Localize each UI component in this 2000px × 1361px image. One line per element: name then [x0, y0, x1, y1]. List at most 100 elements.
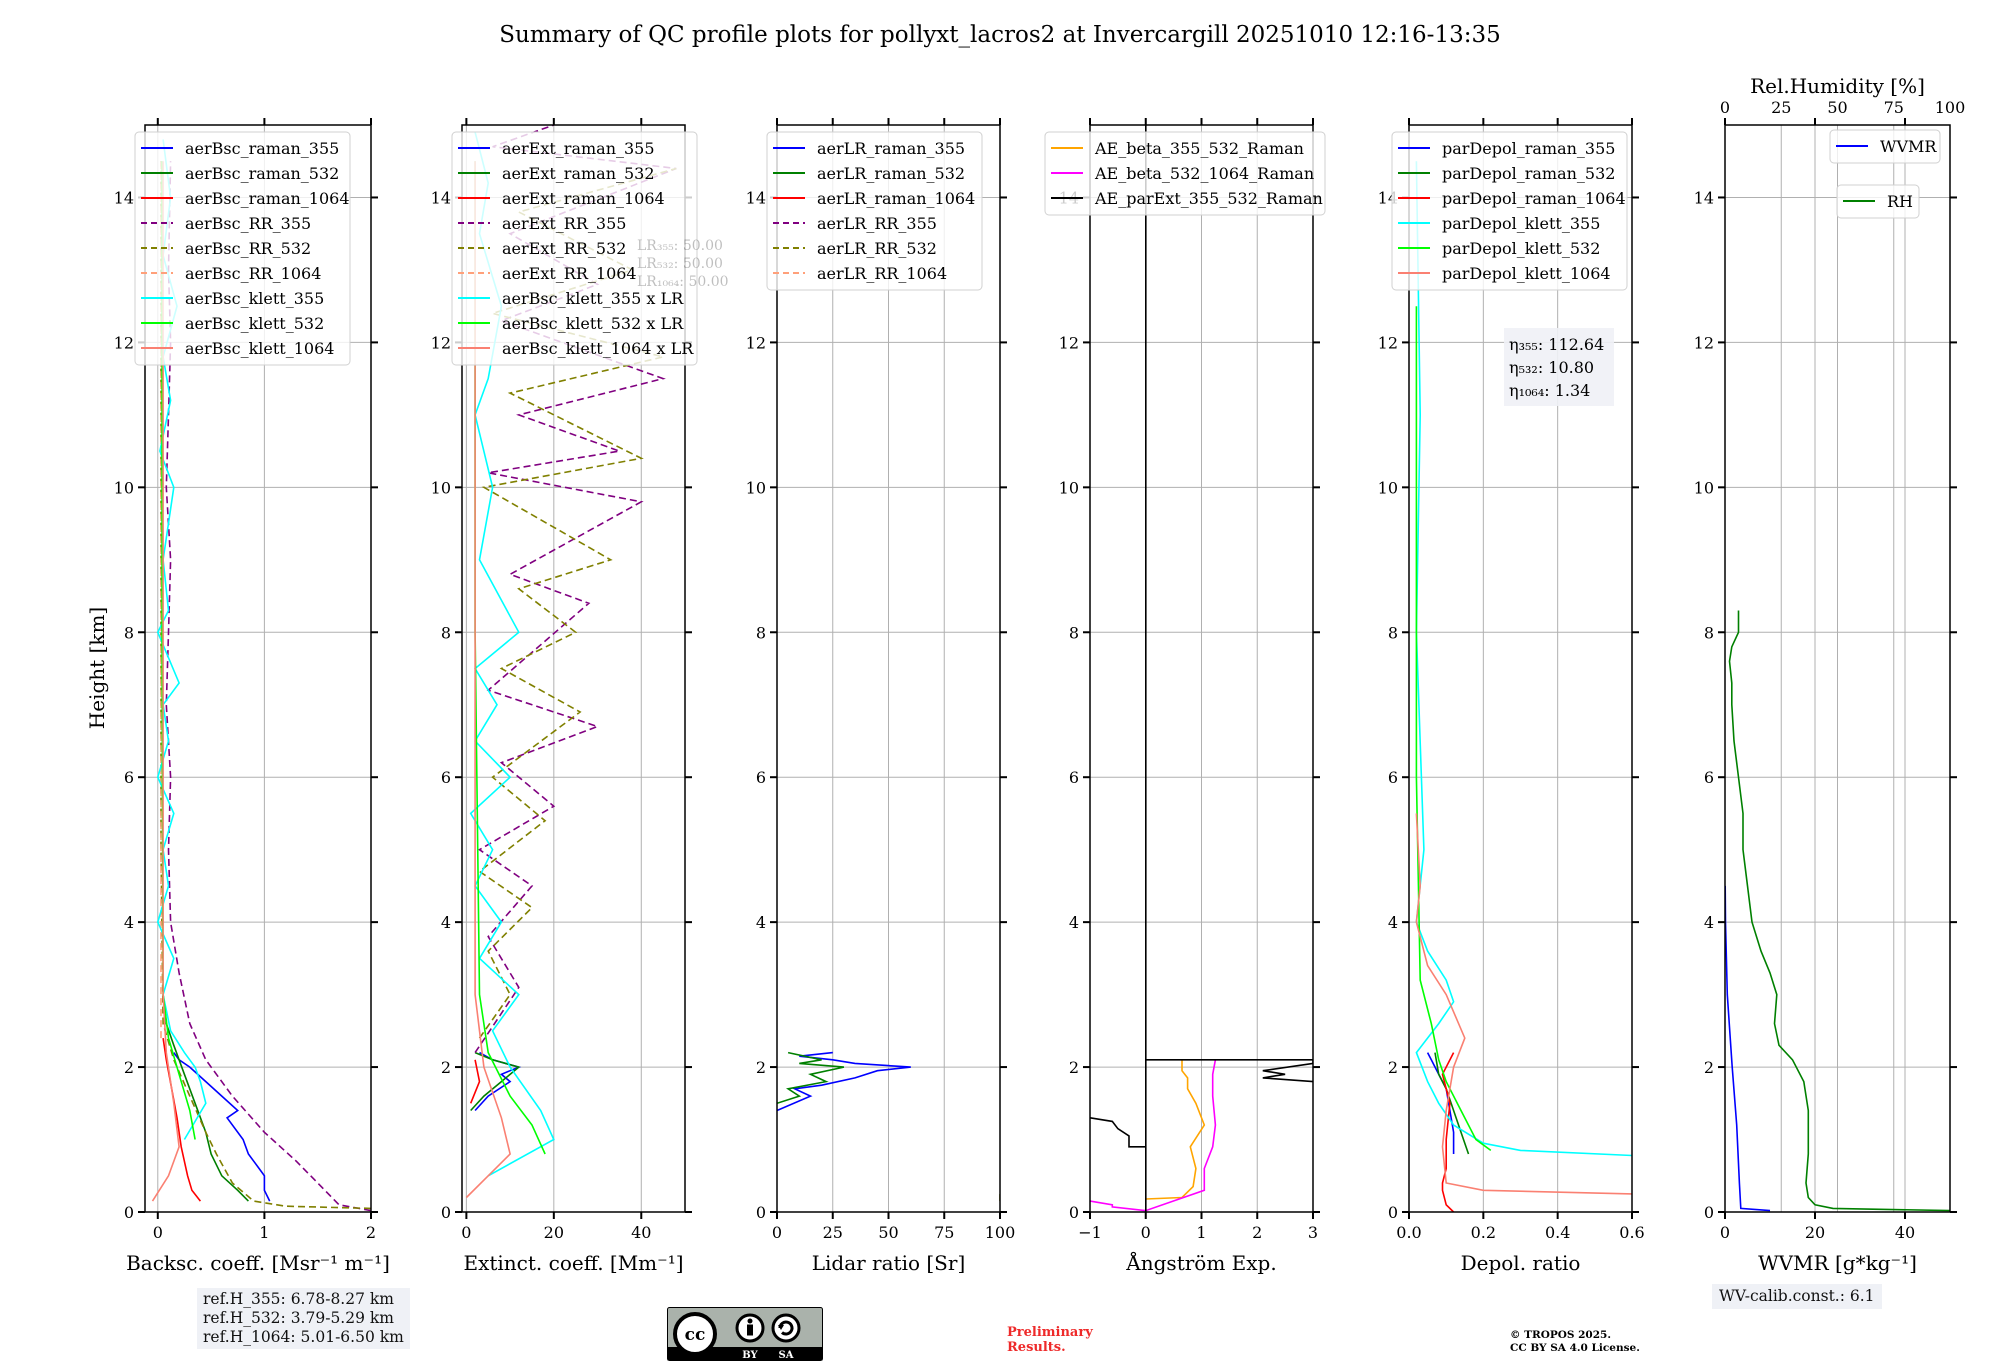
x-tick-label: 20: [544, 1223, 564, 1242]
x2-tick-label: 100: [1935, 98, 1966, 117]
x2-tick-label: 25: [1771, 98, 1791, 117]
series-line-parDepol_klett_532: [1415, 306, 1492, 1152]
x-tick-label: 20: [1805, 1223, 1825, 1242]
legend-frame: [134, 131, 351, 366]
legend-label: parDepol_raman_355: [1442, 139, 1615, 158]
legend-label: aerBsc_klett_355: [185, 289, 324, 308]
x-tick-label: 0: [772, 1223, 782, 1242]
x-axis-label: Depol. ratio: [1461, 1251, 1581, 1275]
legend-backscatter: aerBsc_raman_355 aerBsc_raman_532 aerBsc_r…: [134, 131, 351, 366]
x-tick-label: 1: [259, 1223, 269, 1242]
y-tick-label: 6: [756, 768, 766, 787]
x2-tick-label: 50: [1827, 98, 1847, 117]
y-tick-label: 4: [441, 913, 451, 932]
y-tick-label: 14: [431, 188, 451, 207]
svg-text:SA: SA: [779, 1350, 794, 1361]
legend-frame: [1391, 131, 1628, 291]
y-tick-label: 12: [1694, 333, 1714, 352]
y-tick-label: 8: [124, 623, 134, 642]
legend-label: aerBsc_raman_532: [185, 164, 339, 183]
legend-label: aerExt_raman_532: [502, 164, 655, 183]
series-group: [151, 139, 371, 1212]
series-group: [1090, 125, 1313, 1212]
ref-height-355: ref.H_355: 6.78-8.27 km: [203, 1290, 394, 1308]
y-tick-label: 12: [431, 333, 451, 352]
y-tick-label: 2: [1704, 1058, 1714, 1077]
x-tick-label: 0.2: [1471, 1223, 1496, 1242]
cc-icon: [673, 1312, 717, 1356]
series-line-aerExt_raman_1064: [469, 1059, 481, 1104]
y-tick-label: 10: [1378, 478, 1398, 497]
legend-label: aerExt_RR_1064: [502, 264, 637, 283]
y-tick-label: 2: [756, 1058, 766, 1077]
y-tick-label: 14: [746, 188, 766, 207]
legend-label: aerExt_RR_355: [502, 214, 626, 233]
x-tick-label: 40: [631, 1223, 651, 1242]
legend-label: aerBsc_klett_532: [185, 314, 324, 333]
legend-label: aerLR_raman_1064: [817, 189, 975, 208]
legend-label: aerExt_raman_1064: [502, 189, 665, 208]
legend-label: parDepol_raman_1064: [1442, 189, 1626, 208]
y-tick-label: 0: [1388, 1203, 1398, 1222]
series-line-aerBsc_raman_1064: [162, 1037, 202, 1202]
y-tick-label: 14: [114, 188, 134, 207]
y-tick-label: 12: [1059, 333, 1079, 352]
series-line-aerBsc_klett_1064 x LR: [465, 161, 511, 1199]
series-group: [1725, 610, 1950, 1212]
cc-by-sa-badge: cc BY SA: [667, 1307, 823, 1361]
x-tick-label: 75: [934, 1223, 954, 1242]
y-tick-label: 4: [1388, 913, 1398, 932]
y-tick-label: 12: [1378, 333, 1398, 352]
legend-label: aerBsc_raman_1064: [185, 189, 350, 208]
y-tick-label: 4: [1069, 913, 1079, 932]
legend-label: aerLR_RR_532: [817, 239, 937, 258]
y-tick-label: 8: [441, 623, 451, 642]
x2-tick-label: 0: [1720, 98, 1730, 117]
legend-angstrom: AE_beta_355_532_Raman AE_beta_532_1064_Ra…: [1044, 131, 1326, 216]
legend-label: AE_beta_355_532_Raman: [1094, 139, 1304, 158]
wv-calib-box: WV-calib.const.: 6.1: [1712, 1284, 1882, 1309]
series-line-aerExt_raman_532: [470, 1051, 521, 1112]
y-tick-label: 2: [124, 1058, 134, 1077]
y-tick-label: 8: [1069, 623, 1079, 642]
x-tick-label: 0.4: [1545, 1223, 1570, 1242]
eta-annotation: η₃₅₅: 112.64 η₅₃₂: 10.80 η₁₀₆₄: 1.34: [1504, 328, 1614, 406]
legend-lidar_ratio: aerLR_raman_355 aerLR_raman_532 aerLR_rama…: [766, 131, 983, 291]
x-axis-label: Lidar ratio [Sr]: [812, 1251, 966, 1275]
y-tick-label: 10: [1059, 478, 1079, 497]
y-tick-label: 0: [1704, 1203, 1714, 1222]
svg-text:BY: BY: [742, 1350, 758, 1361]
y-tick-label: 4: [124, 913, 134, 932]
x-axis-label: Ångström Exp.: [1125, 1250, 1276, 1275]
legend-label: aerExt_RR_532: [502, 239, 626, 258]
legend-label: aerBsc_klett_1064: [185, 339, 334, 358]
y-tick-label: 0: [441, 1203, 451, 1222]
y-tick-label: 8: [1704, 623, 1714, 642]
legend-frame: [451, 131, 698, 366]
figure-title: Summary of QC profile plots for pollyxt_…: [499, 22, 1501, 48]
y-tick-label: 8: [756, 623, 766, 642]
svg-text:cc: cc: [685, 1325, 706, 1345]
x-axis-label: WVMR [g*kg⁻¹]: [1758, 1251, 1917, 1275]
x-tick-label: 0: [461, 1223, 471, 1242]
y-tick-label: 2: [1388, 1058, 1398, 1077]
legend-label: aerBsc_klett_355 x LR: [502, 289, 684, 308]
lr-annotation: LR₃₅₅: 50.00 LR₅₃₂: 50.00 LR₁₀₆₄: 50.00: [637, 238, 729, 290]
x-axis-label: Extinct. coeff. [Mm⁻¹]: [463, 1251, 683, 1275]
legend-frame: [1044, 131, 1326, 216]
x2-axis-label: Rel.Humidity [%]: [1750, 74, 1925, 98]
legend-frame: [766, 131, 983, 291]
eta-box: [1504, 328, 1614, 406]
preliminary-note: Preliminary Results.: [1007, 1325, 1093, 1355]
series-line-aerLR_raman_532: [777, 1051, 845, 1105]
y-tick-label: 10: [746, 478, 766, 497]
y-tick-label: 2: [441, 1058, 451, 1077]
legend-label: aerLR_raman_532: [817, 164, 965, 183]
legend-label: aerLR_RR_355: [817, 214, 937, 233]
